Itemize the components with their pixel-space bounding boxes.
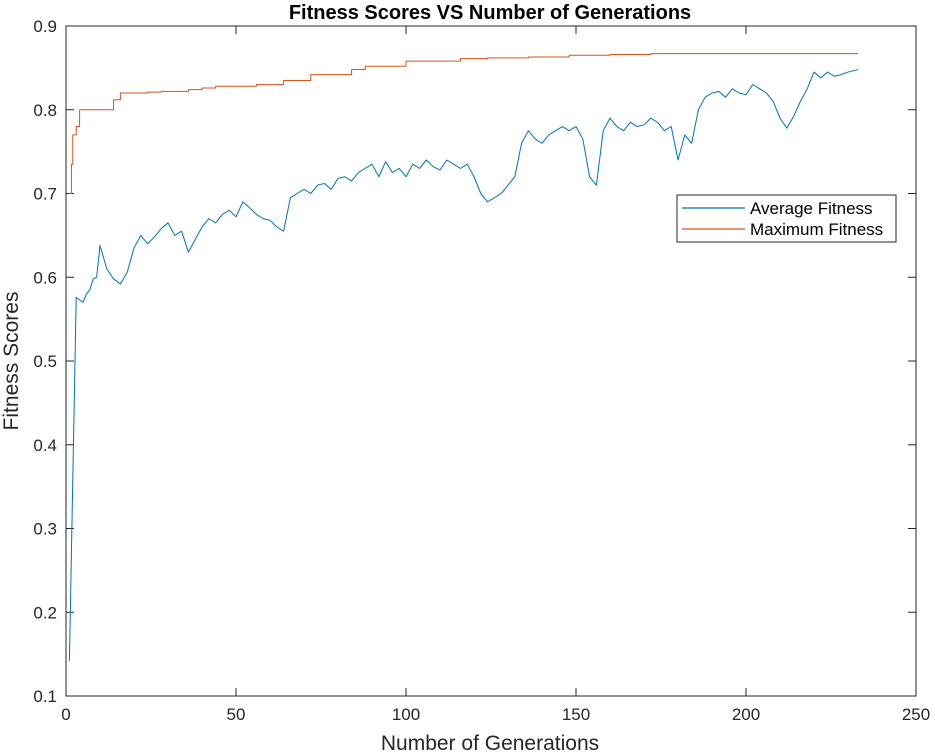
chart-title: Fitness Scores VS Number of Generations [289, 2, 691, 24]
y-tick-label: 0.5 [33, 352, 57, 371]
legend-box [676, 194, 897, 243]
y-tick-label: 0.6 [33, 268, 57, 287]
x-tick-label: 0 [61, 705, 70, 724]
x-tick-label: 250 [902, 705, 930, 724]
y-axis-title: Fitness Scores [0, 292, 23, 431]
y-tick-label: 0.4 [33, 436, 57, 455]
x-tick-label: 150 [562, 705, 590, 724]
legend-label-maximum-fitness: Maximum Fitness [750, 220, 883, 239]
y-tick-label: 0.3 [33, 520, 57, 539]
x-tick-label: 200 [732, 705, 760, 724]
series-line-average-fitness [68, 69, 859, 661]
legend: Average Fitness Maximum Fitness [676, 194, 897, 243]
y-tick-label: 0.7 [33, 185, 57, 204]
legend-label-average-fitness: Average Fitness [750, 199, 873, 218]
y-tick-label: 0.9 [33, 17, 57, 36]
y-tick-label: 0.2 [33, 603, 57, 622]
series-layer [68, 53, 859, 661]
series-line-maximum-fitness [69, 53, 859, 194]
x-axis-title: Number of Generations [381, 732, 599, 752]
x-tick-label: 50 [227, 705, 246, 724]
y-tick-label: 0.1 [33, 687, 57, 706]
tick-layer: 0 50 100 150 200 250 0.1 0.2 0.3 0.4 0.5 0.6 0.7 0.8 0… [33, 17, 930, 724]
plot-area [65, 25, 917, 697]
y-tick-label: 0.8 [33, 101, 57, 120]
x-tick-label: 100 [392, 705, 420, 724]
